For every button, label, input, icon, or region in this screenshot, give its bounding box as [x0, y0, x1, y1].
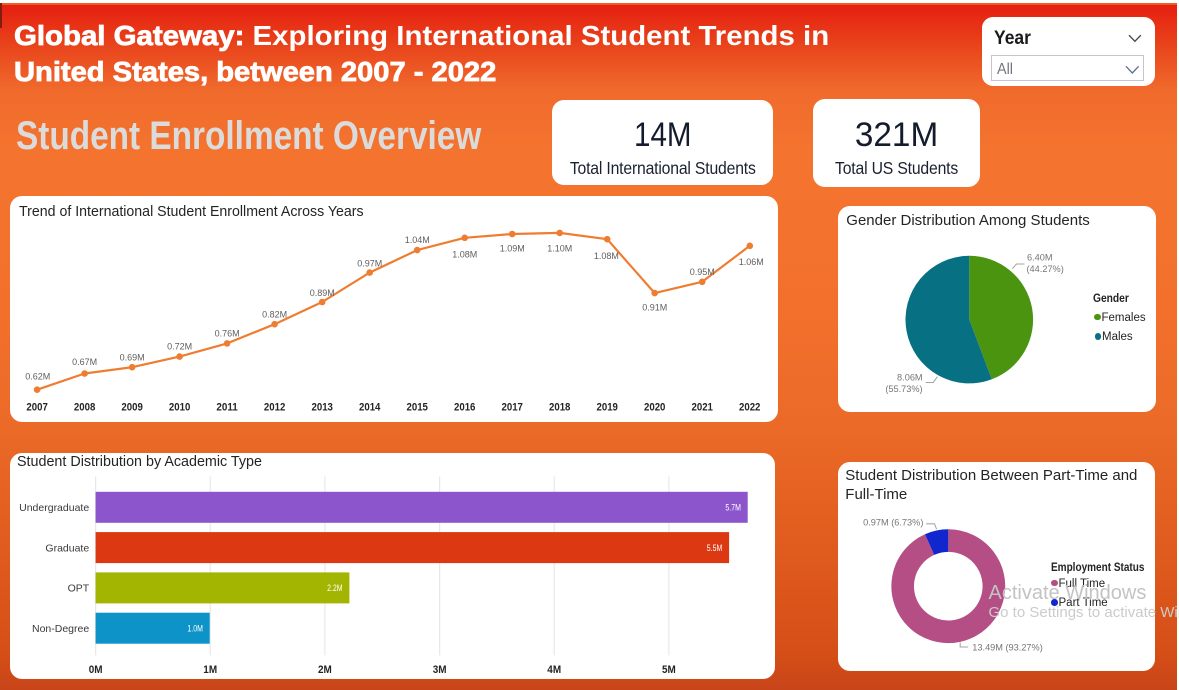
svg-text:1.10M: 1.10M: [547, 243, 572, 253]
svg-text:1.08M: 1.08M: [594, 251, 619, 261]
svg-text:Non-Degree: Non-Degree: [32, 623, 89, 635]
svg-text:4M: 4M: [547, 663, 561, 675]
svg-text:0.97M (6.73%): 0.97M (6.73%): [863, 517, 923, 527]
svg-text:0.67M: 0.67M: [72, 356, 97, 366]
svg-text:2012: 2012: [264, 401, 285, 413]
svg-text:2007: 2007: [26, 401, 47, 413]
svg-text:Undergraduate: Undergraduate: [19, 502, 89, 514]
svg-text:1.0M: 1.0M: [187, 623, 203, 633]
svg-text:0.95M: 0.95M: [690, 266, 715, 276]
svg-text:5.7M: 5.7M: [725, 502, 741, 512]
svg-text:3M: 3M: [433, 663, 447, 675]
svg-text:2021: 2021: [692, 401, 714, 413]
svg-text:2022: 2022: [739, 401, 760, 413]
svg-text:(55.73%): (55.73%): [885, 384, 922, 394]
svg-text:6.40M: 6.40M: [1027, 253, 1053, 263]
svg-text:0.76M: 0.76M: [215, 328, 240, 338]
svg-text:2020: 2020: [644, 401, 665, 413]
svg-text:2016: 2016: [454, 401, 475, 413]
svg-text:Graduate: Graduate: [45, 542, 89, 554]
svg-text:2011: 2011: [216, 401, 238, 413]
svg-text:2018: 2018: [549, 401, 570, 413]
svg-text:0.82M: 0.82M: [262, 309, 287, 319]
svg-text:2014: 2014: [359, 401, 381, 413]
svg-text:1.06M: 1.06M: [739, 256, 764, 266]
svg-text:1.08M: 1.08M: [452, 249, 477, 259]
svg-text:0M: 0M: [89, 663, 103, 675]
svg-text:2015: 2015: [407, 401, 429, 413]
svg-text:2019: 2019: [597, 401, 618, 413]
svg-text:0.62M: 0.62M: [25, 371, 50, 381]
svg-text:1.09M: 1.09M: [500, 243, 525, 253]
svg-text:OPT: OPT: [68, 582, 90, 594]
svg-text:2010: 2010: [169, 401, 190, 413]
svg-text:13.49M (93.27%): 13.49M (93.27%): [972, 642, 1042, 652]
svg-text:1M: 1M: [203, 663, 217, 675]
svg-text:(44.27%): (44.27%): [1027, 264, 1064, 274]
svg-text:0.97M: 0.97M: [357, 258, 382, 268]
svg-text:5.5M: 5.5M: [707, 543, 723, 553]
svg-text:0.89M: 0.89M: [310, 288, 335, 298]
svg-text:2.2M: 2.2M: [327, 583, 343, 593]
svg-text:2017: 2017: [502, 401, 523, 413]
svg-text:0.91M: 0.91M: [642, 302, 667, 312]
svg-text:5M: 5M: [662, 663, 676, 675]
svg-text:2009: 2009: [121, 401, 142, 413]
svg-text:0.72M: 0.72M: [167, 341, 192, 351]
svg-text:2008: 2008: [74, 401, 95, 413]
svg-text:2013: 2013: [312, 401, 333, 413]
svg-text:1.04M: 1.04M: [405, 234, 430, 244]
svg-text:0.69M: 0.69M: [120, 352, 145, 362]
svg-text:2M: 2M: [318, 663, 332, 675]
svg-text:8.06M: 8.06M: [897, 373, 923, 383]
